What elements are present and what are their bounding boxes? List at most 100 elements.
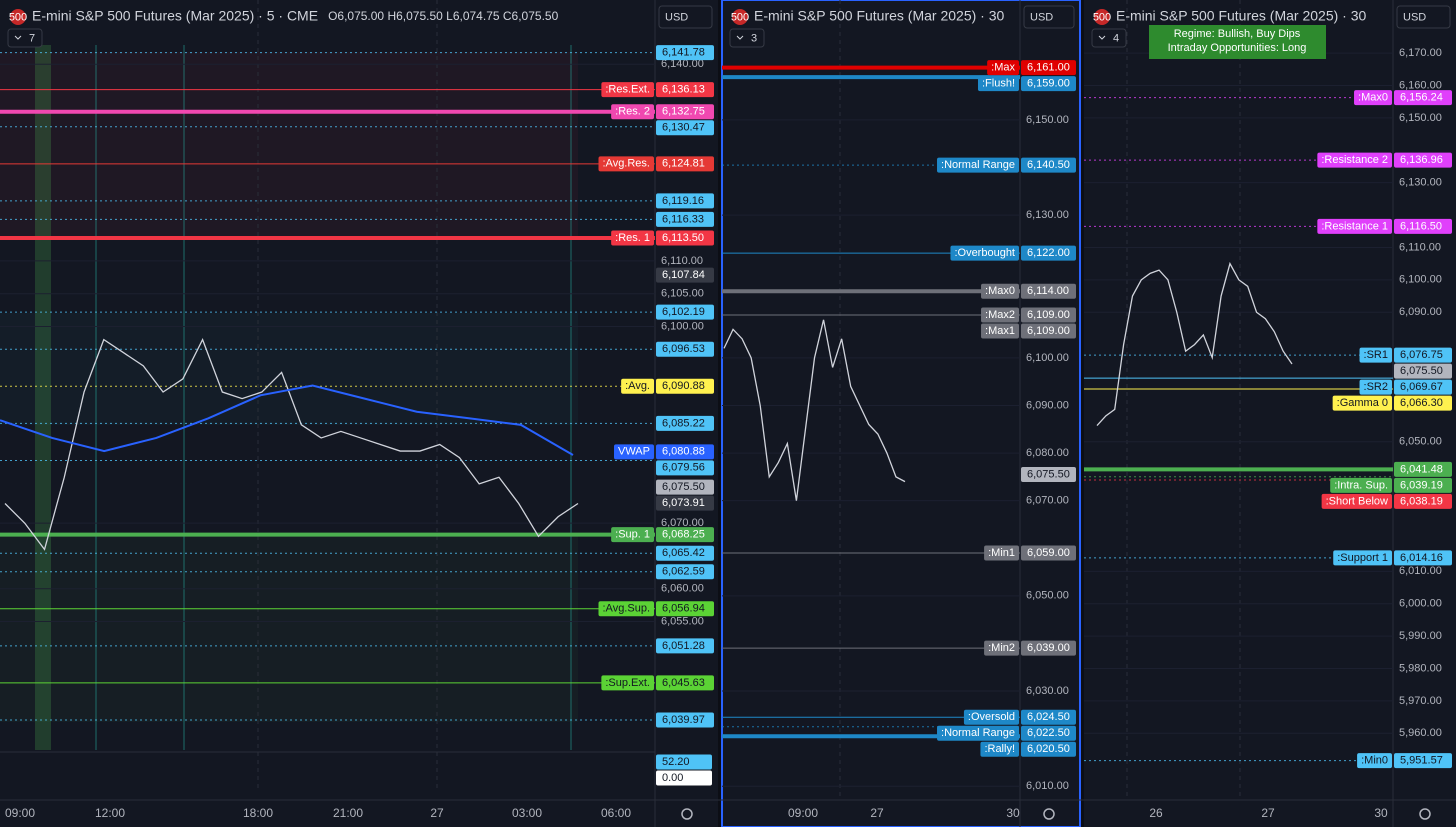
price-line (1096, 261, 1293, 427)
price-label: 6,020.50 (1027, 743, 1070, 755)
price-label: 6,141.78 (662, 46, 705, 58)
price-label-box (1394, 379, 1452, 395)
currency: USD (1403, 11, 1426, 23)
price-label: 6,066.30 (1400, 397, 1443, 409)
price-label-box (656, 304, 714, 320)
price-label: 6,119.16 (662, 195, 704, 207)
price-label-box (1021, 709, 1076, 725)
y-tick-label: 6,140.00 (661, 58, 704, 70)
currency-box[interactable] (1023, 5, 1075, 29)
level-tag-box (950, 245, 1019, 261)
price-label: 6,039.19 (1400, 479, 1443, 491)
y-tick-label: 6,070.00 (661, 517, 704, 529)
currency-box[interactable] (1396, 5, 1451, 29)
price-label-box (656, 495, 714, 511)
level-tag: :Oversold (968, 711, 1015, 723)
price-label-box (656, 415, 714, 431)
y-tick-label: 6,060.00 (661, 583, 704, 595)
y-tick-label: 6,000.00 (1399, 598, 1442, 610)
level-tag: :Res. 1 (615, 232, 650, 244)
settings-icon (681, 808, 693, 820)
level-tag-box (963, 709, 1019, 725)
price-label-box (1021, 76, 1076, 92)
price-label: 6,096.53 (662, 343, 705, 355)
price-label-box (656, 267, 714, 283)
price-label-box (656, 45, 714, 61)
ohlc: O6,075.00 H6,075.50 L6,074.75 C6,075.50 (328, 9, 559, 23)
price-label-box (656, 104, 714, 120)
price-line (723, 319, 906, 501)
level-tag: :Resistance 1 (1321, 220, 1388, 232)
price-label-box (1394, 218, 1452, 234)
price-label-box (1021, 157, 1076, 173)
panel-bg (1084, 0, 1456, 827)
price-label: 6,085.22 (662, 417, 705, 429)
price-label: 6,022.50 (1027, 727, 1070, 739)
y-tick-label: 6,070.00 (1026, 495, 1069, 507)
time-label: 18:00 (243, 806, 273, 820)
price-label-box (1394, 347, 1452, 363)
panel-bg (0, 0, 718, 827)
indicator-toggle (1091, 28, 1127, 48)
price-label-box (656, 545, 714, 561)
level-tag: :Resistance 2 (1321, 154, 1388, 166)
volume-label: 0.00 (662, 772, 683, 784)
price-label: 6,130.47 (662, 122, 705, 134)
support-zone (0, 536, 578, 722)
level-tag: :Max2 (985, 309, 1015, 321)
price-label-box (1021, 283, 1076, 299)
price-label: 6,079.56 (662, 462, 705, 474)
level-tag: :Rally! (984, 743, 1015, 755)
price-label: 6,109.00 (1027, 325, 1070, 337)
currency: USD (665, 11, 688, 23)
volume-label: 52.20 (662, 756, 690, 768)
y-tick-label: 6,050.00 (1399, 436, 1442, 448)
price-label: 6,075.50 (1027, 468, 1070, 480)
y-tick-label: 5,980.00 (1399, 662, 1442, 674)
symbol-logo: 500 (1093, 11, 1111, 23)
price-label-box (1394, 493, 1452, 509)
price-label-box (656, 156, 714, 172)
level-tag-box (937, 725, 1019, 741)
price-label: 6,080.88 (662, 446, 705, 458)
price-label-box (1021, 307, 1076, 323)
price-label-box (1021, 741, 1076, 757)
time-label: 09:00 (5, 806, 35, 820)
level-tag: :Avg.Res. (603, 158, 651, 170)
y-tick-label: 6,150.00 (1399, 112, 1442, 124)
price-label-box (656, 82, 714, 98)
y-tick-label: 6,030.00 (1026, 685, 1069, 697)
price-label-box (1394, 550, 1452, 566)
time-label: 27 (430, 806, 444, 820)
price-label: 6,038.19 (1400, 495, 1443, 507)
price-label: 6,132.75 (662, 106, 705, 118)
level-tag-box (1359, 347, 1392, 363)
price-label-box (656, 564, 714, 580)
level-tag: :Max1 (985, 325, 1015, 337)
time-label: 12:00 (95, 806, 125, 820)
price-label: 6,140.50 (1027, 159, 1070, 171)
vwap-line (0, 384, 574, 456)
y-tick-label: 6,080.00 (1026, 447, 1069, 459)
price-label-box (656, 460, 714, 476)
level-tag-box (1332, 395, 1392, 411)
price-label-box (656, 230, 714, 246)
price-label: 6,069.67 (1400, 381, 1443, 393)
price-label-box (656, 675, 714, 691)
price-label: 6,075.50 (662, 481, 705, 493)
symbol-logo: 500 (731, 11, 749, 23)
level-tag-box (611, 104, 654, 120)
level-tag-box (621, 378, 654, 394)
y-tick-label: 6,100.00 (1026, 352, 1069, 364)
mid-zone (0, 313, 578, 425)
currency-box[interactable] (658, 5, 713, 29)
level-tag: :Min1 (988, 547, 1015, 559)
price-label: 6,116.33 (662, 213, 704, 225)
level-tag: :SR1 (1364, 349, 1388, 361)
level-tag: :Min2 (988, 642, 1015, 654)
level-tag-box (977, 76, 1019, 92)
price-label-box (656, 341, 714, 357)
price-label: 6,161.00 (1027, 61, 1070, 73)
level-tag-box (1357, 753, 1392, 769)
